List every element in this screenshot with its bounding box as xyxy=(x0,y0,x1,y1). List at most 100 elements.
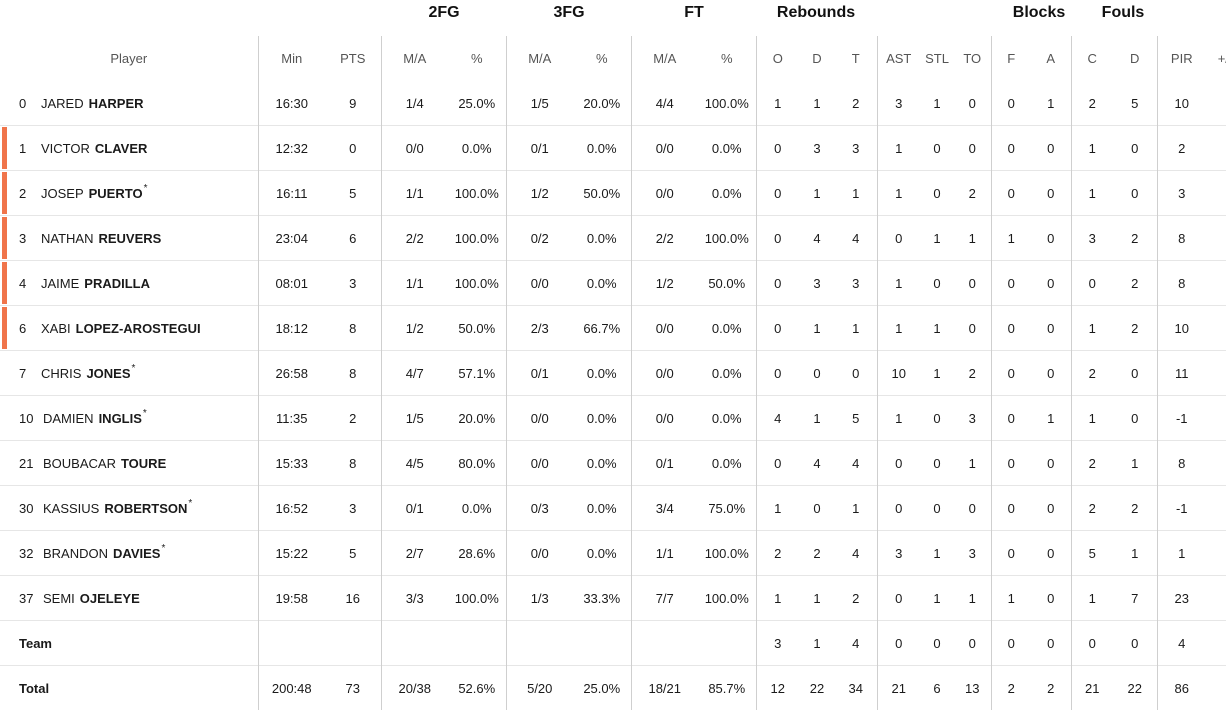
col-player[interactable]: Player xyxy=(0,36,258,81)
cell-3fg-pct: 0.0% xyxy=(573,396,631,441)
col-foul-d[interactable]: D xyxy=(1113,36,1157,81)
cell-ft-pct: 0.0% xyxy=(698,126,756,171)
cell-3fg-pct: 0.0% xyxy=(573,486,631,531)
col-pts[interactable]: PTS xyxy=(325,36,381,81)
cell-blk-a: 0 xyxy=(1031,171,1071,216)
cell-foul-d: 2 xyxy=(1113,261,1157,306)
cell-stl: 1 xyxy=(920,531,954,576)
cell-pts: 8 xyxy=(325,351,381,396)
col-reb-o[interactable]: O xyxy=(756,36,799,81)
col-ft-pct[interactable]: % xyxy=(698,36,756,81)
cell-pts: 8 xyxy=(325,306,381,351)
cell-ft-ma: 18/21 xyxy=(631,666,698,710)
col-blk-a[interactable]: A xyxy=(1031,36,1071,81)
cell-reb-o: 1 xyxy=(756,81,799,126)
col-foul-c[interactable]: C xyxy=(1071,36,1113,81)
cell-blk-a: 0 xyxy=(1031,351,1071,396)
cell-ft-pct: 100.0% xyxy=(698,531,756,576)
cell-pts: 6 xyxy=(325,216,381,261)
cell-pts: 16 xyxy=(325,576,381,621)
cell-to: 2 xyxy=(954,351,991,396)
col-ast[interactable]: AST xyxy=(877,36,920,81)
cell-stl: 0 xyxy=(920,441,954,486)
cell-2fg-ma: 2/2 xyxy=(381,216,448,261)
col-to[interactable]: TO xyxy=(954,36,991,81)
cell-player: Team xyxy=(0,621,258,666)
col-stl[interactable]: STL xyxy=(920,36,954,81)
cell-min: 16:11 xyxy=(258,171,325,216)
col-reb-t[interactable]: T xyxy=(835,36,877,81)
player-last-name: HARPER xyxy=(89,96,144,111)
cell-plus-minus xyxy=(1206,666,1226,710)
cell-ast: 21 xyxy=(877,666,920,710)
cell-ft-ma: 1/1 xyxy=(631,531,698,576)
cell-2fg-pct: 52.6% xyxy=(448,666,506,710)
col-blk-f[interactable]: F xyxy=(991,36,1031,81)
cell-2fg-ma: 4/7 xyxy=(381,351,448,396)
col-min[interactable]: Min xyxy=(258,36,325,81)
col-3fg-ma[interactable]: M/A xyxy=(506,36,573,81)
player-number: 21 xyxy=(19,441,33,485)
cell-reb-d: 3 xyxy=(799,126,835,171)
cell-reb-t: 0 xyxy=(835,351,877,396)
col-3fg-pct[interactable]: % xyxy=(573,36,631,81)
cell-blk-a: 0 xyxy=(1031,126,1071,171)
cell-pts: 8 xyxy=(325,441,381,486)
cell-ft-pct: 0.0% xyxy=(698,171,756,216)
cell-foul-d: 5 xyxy=(1113,81,1157,126)
cell-foul-c: 2 xyxy=(1071,441,1113,486)
starter-indicator xyxy=(2,262,7,304)
cell-plus-minus xyxy=(1206,396,1226,441)
cell-ast: 1 xyxy=(877,306,920,351)
cell-foul-d: 2 xyxy=(1113,216,1157,261)
cell-to: 1 xyxy=(954,441,991,486)
col-ft-ma[interactable]: M/A xyxy=(631,36,698,81)
cell-3fg-ma: 0/0 xyxy=(506,441,573,486)
col-2fg-ma[interactable]: M/A xyxy=(381,36,448,81)
cell-reb-o: 1 xyxy=(756,576,799,621)
cell-foul-c: 1 xyxy=(1071,126,1113,171)
cell-3fg-pct: 0.0% xyxy=(573,531,631,576)
cell-foul-d: 1 xyxy=(1113,531,1157,576)
col-reb-d[interactable]: D xyxy=(799,36,835,81)
col-2fg-pct[interactable]: % xyxy=(448,36,506,81)
col-pir[interactable]: PIR xyxy=(1157,36,1206,81)
cell-plus-minus xyxy=(1206,261,1226,306)
cell-blk-a: 0 xyxy=(1031,531,1071,576)
cell-3fg-ma: 5/20 xyxy=(506,666,573,710)
cell-2fg-pct: 80.0% xyxy=(448,441,506,486)
cell-blk-f: 1 xyxy=(991,216,1031,261)
cell-pir: 8 xyxy=(1157,261,1206,306)
cell-stl: 0 xyxy=(920,486,954,531)
col-plus-minus[interactable]: +/- xyxy=(1206,36,1226,81)
cell-foul-d: 22 xyxy=(1113,666,1157,710)
